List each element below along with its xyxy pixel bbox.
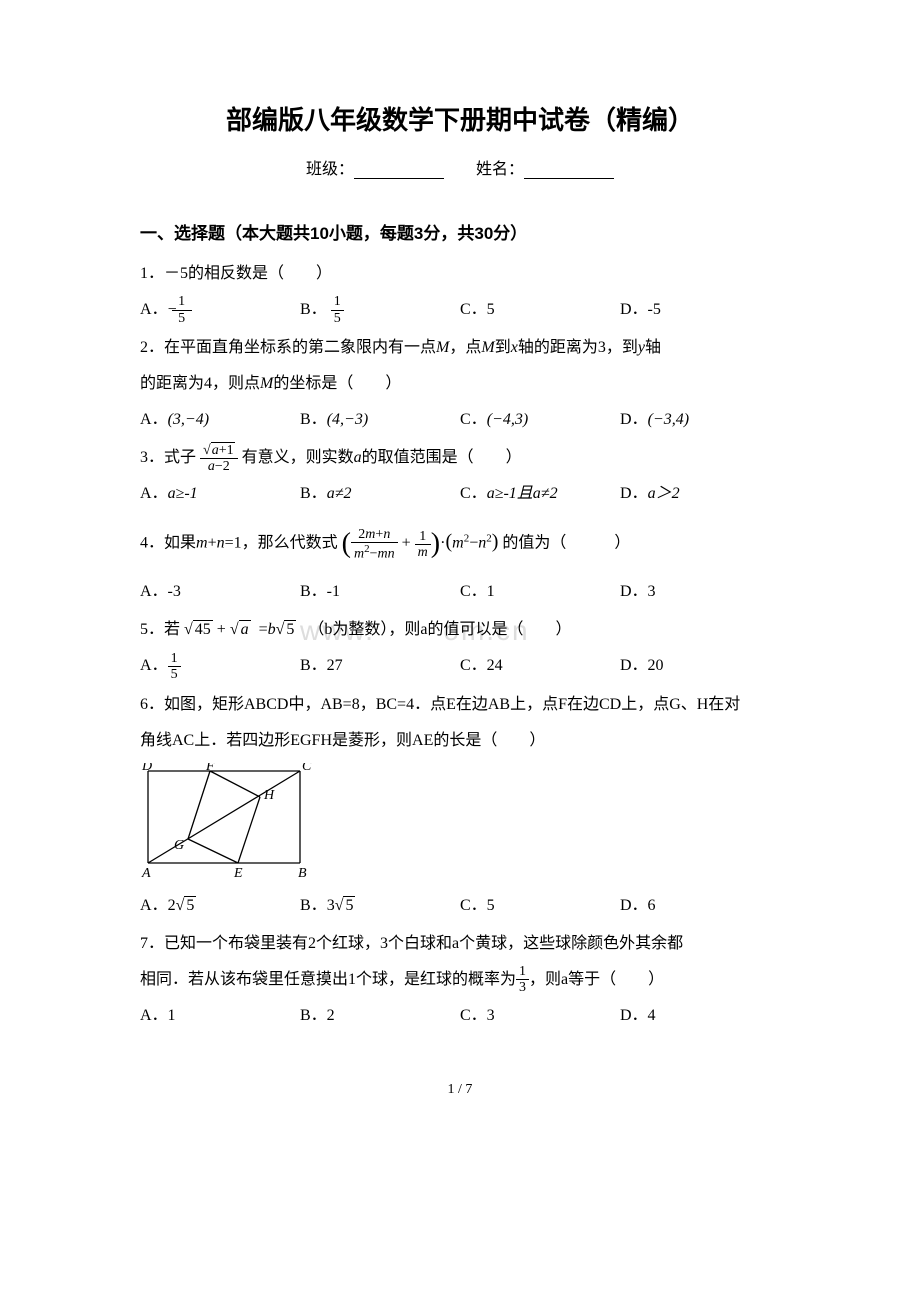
q3-opt-a: A．a≥-1 [140,478,300,510]
q3-opt-c: C．a≥-1且a≠2 [460,478,620,510]
q6-line2: 角线AC上．若四边形EGFH是菱形，则AE的长是（ ） [140,725,780,757]
q7-opt-a: A．1 [140,1000,300,1032]
svg-text:H: H [263,788,275,803]
q5-opt-a: A．15 [140,650,300,682]
q1-opt-b: B． 15 [300,294,460,326]
q2-opt-c: C．(−4,3) [460,404,620,436]
q2-stem2: 的距离为4，则点M的坐标是（ ） [140,368,780,400]
q1-opt-a: A． 1 5− [140,294,300,326]
q7-opt-d: D．4 [620,1000,780,1032]
name-blank [524,162,614,179]
q5-opt-c: C．24 [460,650,620,682]
q7-opt-b: B．2 [300,1000,460,1032]
q3-opt-b: B．a≠2 [300,478,460,510]
svg-text:B: B [298,866,307,879]
q6-opt-a: A．2√5 [140,890,300,922]
q7-line1: 7．已知一个布袋里装有2个红球，3个白球和a个黄球，这些球除颜色外其余都 [140,928,780,960]
section-heading: 一、选择题（本大题共10小题，每题3分，共30分） [140,219,780,244]
q6-figure: D F C A E B G H [140,763,780,884]
q6-opt-d: D．6 [620,890,780,922]
q5-options: A．15 B．27 C．24 D．20 [140,650,780,682]
q1-options: A． 1 5− B． 15 C．5 D．-5 [140,294,780,326]
svg-text:E: E [233,866,243,879]
q2-options: A．(3,−4) B．(4,−3) C．(−4,3) D．(−3,4) [140,404,780,436]
q5-opt-b: B．27 [300,650,460,682]
class-label: 班级： [306,161,354,178]
q2-opt-d: D．(−3,4) [620,404,780,436]
q5-stem: 5．若 √45 + √a =b√5 （b为整数），则a的值可以是（ ） [140,614,780,646]
page-number: 1 / 7 [140,1082,780,1098]
q4-opt-a: A．-3 [140,576,300,608]
student-info: 班级： 姓名： [140,155,780,179]
class-blank [354,162,444,179]
q6-opt-b: B．3√5 [300,890,460,922]
q2-stem: 2．在平面直角坐标系的第二象限内有一点M，点M到x轴的距离为3，到y轴 [140,332,780,364]
svg-text:D: D [141,763,152,774]
q1-opt-d: D．-5 [620,294,780,326]
q7-line2: 相同．若从该布袋里任意摸出1个球，是红球的概率为13，则a等于（ ） [140,964,780,996]
q2-opt-a: A．(3,−4) [140,404,300,436]
q3-stem: 3．式子 √a+1a−2 有意义，则实数a的取值范围是（ ） [140,442,780,474]
q6-opt-c: C．5 [460,890,620,922]
q6-line1: 6．如图，矩形ABCD中，AB=8，BC=4．点E在边AB上，点F在边CD上，点… [140,689,780,721]
q4-opt-b: B．-1 [300,576,460,608]
svg-text:F: F [205,763,215,774]
q7-options: A．1 B．2 C．3 D．4 [140,1000,780,1032]
svg-text:G: G [174,838,184,853]
q4-stem: 4．如果m+n=1，那么代数式 (2m+nm2−mn + 1m)·(m2−n2)… [140,516,780,572]
name-label: 姓名： [476,161,524,178]
q4-opt-d: D．3 [620,576,780,608]
q2-opt-b: B．(4,−3) [300,404,460,436]
svg-text:A: A [141,866,151,879]
q1-stem: 1．－5的相反数是（ ） [140,258,780,290]
q4-options: A．-3 B．-1 C．1 D．3 [140,576,780,608]
q7-opt-c: C．3 [460,1000,620,1032]
page-title: 部编版八年级数学下册期中试卷（精编） [140,100,780,137]
q4-opt-c: C．1 [460,576,620,608]
q3-opt-d: D．a＞2 [620,478,780,510]
q6-options: A．2√5 B．3√5 C．5 D．6 [140,890,780,922]
q3-options: A．a≥-1 B．a≠2 C．a≥-1且a≠2 D．a＞2 [140,478,780,510]
q5-opt-d: D．20 [620,650,780,682]
svg-text:C: C [302,763,312,774]
q1-opt-c: C．5 [460,294,620,326]
